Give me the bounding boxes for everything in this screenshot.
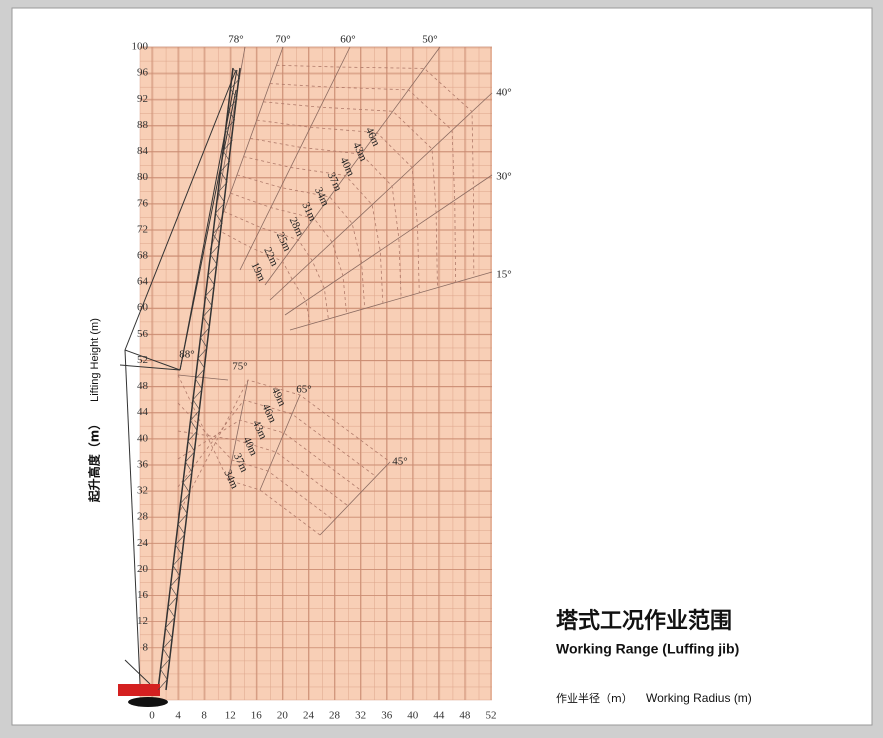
y-tick-label: 8 <box>143 641 149 653</box>
y-tick-label: 92 <box>137 93 148 105</box>
angle-label: 78° <box>228 34 243 46</box>
range-line <box>239 46 351 271</box>
range-arc <box>236 174 366 309</box>
range-arc <box>177 399 377 488</box>
angle-label: 40° <box>496 87 511 99</box>
x-tick-label: 28 <box>329 710 341 722</box>
y-tick-label: 24 <box>137 537 149 549</box>
x-tick-label: 44 <box>433 710 445 722</box>
range-arc <box>276 64 475 278</box>
x-tick-label: 36 <box>381 710 393 722</box>
x-tick-label: 8 <box>201 710 207 722</box>
range-arc <box>223 211 329 320</box>
y-tick-label: 44 <box>137 406 149 418</box>
angle-label: 65° <box>296 384 311 396</box>
angle-label: 75° <box>232 361 247 373</box>
range-line <box>264 46 441 286</box>
boom-lattice <box>157 67 241 691</box>
y-label: Lifting Height (m) <box>89 318 101 402</box>
range-arc <box>177 402 335 521</box>
y-tick-label: 40 <box>137 432 149 444</box>
y-tick-label: 64 <box>137 276 149 288</box>
range-arc <box>243 156 384 304</box>
range-line <box>269 92 493 301</box>
range-line <box>259 394 301 491</box>
y-tick-label: 96 <box>137 67 149 79</box>
x-tick-label: 40 <box>407 710 419 722</box>
y-tick-label: 76 <box>137 197 149 209</box>
angle-label: 45° <box>392 456 407 468</box>
chart-title: 塔式工况作业范围 <box>556 609 732 634</box>
x-tick-label: 16 <box>251 710 263 722</box>
range-line <box>284 174 493 316</box>
y-tick-label: 84 <box>137 145 149 157</box>
chart-subtitle: Working Range (Luffing jib) <box>556 641 739 657</box>
x-tick-label: 52 <box>486 710 497 722</box>
y-tick-label: 36 <box>137 458 149 470</box>
y-tick-label: 32 <box>137 485 148 497</box>
x-tick-label: 4 <box>175 710 181 722</box>
x-tick-label: 48 <box>459 710 471 722</box>
plot-area <box>140 47 492 700</box>
y-label-cn: 起升高度（m） <box>87 418 102 504</box>
boom-angle-label: 88° <box>179 349 194 361</box>
range-line <box>319 461 391 536</box>
range-arc <box>269 83 457 283</box>
range-arc <box>250 137 402 299</box>
y-tick-label: 60 <box>137 302 149 314</box>
x-label: Working Radius (m) <box>646 691 752 705</box>
y-tick-label: 28 <box>137 511 149 523</box>
y-tick-label: 48 <box>137 380 149 392</box>
y-tick-label: 20 <box>137 563 149 575</box>
y-tick-label: 80 <box>137 171 149 183</box>
x-label-cn: 作业半径（m） <box>556 691 633 705</box>
range-arc <box>177 374 321 536</box>
y-tick-label: 12 <box>137 615 148 627</box>
x-tick-label: 12 <box>225 710 236 722</box>
y-tick-label: 88 <box>137 119 149 131</box>
y-tick-label: 56 <box>137 328 149 340</box>
range-arc <box>177 430 349 507</box>
y-tick-label: 16 <box>137 589 149 601</box>
range-line <box>227 379 249 481</box>
range-line <box>289 271 493 331</box>
range-arc <box>230 192 347 314</box>
x-tick-label: 20 <box>277 710 289 722</box>
y-tick-label: 52 <box>137 354 148 366</box>
range-arc <box>177 419 363 492</box>
angle-label: 30° <box>496 171 511 183</box>
x-tick-label: 32 <box>355 710 366 722</box>
y-tick-label: 72 <box>137 223 148 235</box>
angle-label: 70° <box>275 34 290 46</box>
range-arc <box>256 119 420 293</box>
angle-label: 60° <box>340 34 355 46</box>
y-tick-label: 100 <box>132 41 149 53</box>
range-arc <box>217 229 311 325</box>
angle-label: 15° <box>496 269 511 281</box>
x-tick-label: 24 <box>303 710 315 722</box>
x-tick-label: 0 <box>149 710 155 722</box>
range-arc <box>263 101 438 288</box>
y-tick-label: 68 <box>137 249 149 261</box>
angle-label: 50° <box>422 34 437 46</box>
